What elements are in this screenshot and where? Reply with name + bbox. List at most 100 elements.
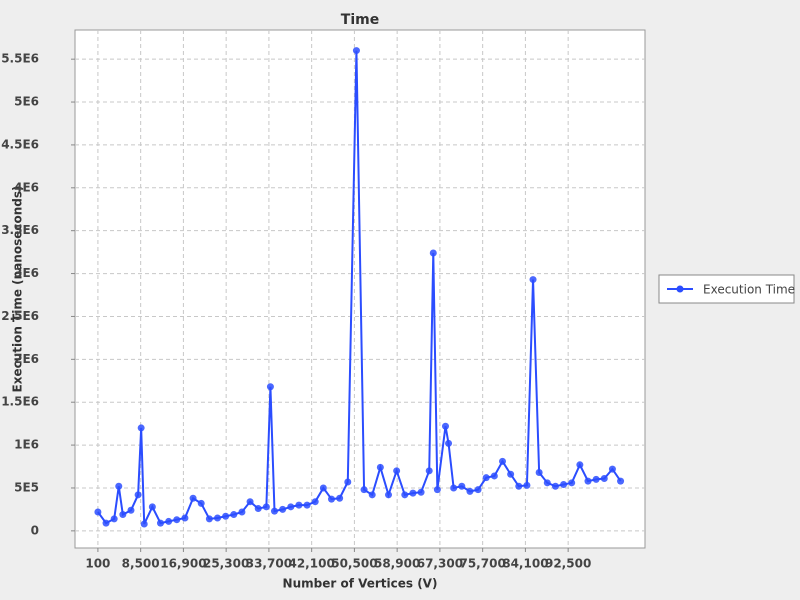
data-point — [535, 469, 543, 477]
data-point — [140, 520, 148, 528]
data-point — [450, 484, 458, 492]
data-point — [445, 439, 453, 447]
data-point — [600, 475, 608, 483]
data-point — [576, 461, 584, 469]
y-tick-label: 0 — [31, 523, 39, 537]
data-point — [429, 249, 437, 257]
x-tick-label: 25,300 — [203, 557, 249, 571]
data-point — [385, 491, 392, 499]
y-tick-label: 4.5E6 — [1, 137, 39, 151]
data-point — [134, 491, 142, 499]
data-point — [368, 491, 376, 499]
data-point — [287, 503, 295, 511]
data-point — [352, 47, 360, 55]
data-point — [344, 478, 352, 486]
data-point — [148, 503, 156, 511]
y-tick-label: 2.5E6 — [1, 309, 39, 323]
data-point — [157, 519, 164, 527]
data-point — [102, 519, 110, 527]
data-point — [137, 424, 145, 432]
data-point — [197, 499, 205, 507]
x-tick-label: 84,100 — [502, 557, 548, 571]
data-point — [230, 511, 238, 519]
legend: Execution Time — [658, 274, 795, 304]
data-point — [279, 505, 287, 513]
data-point — [417, 488, 425, 496]
data-point — [560, 481, 568, 489]
data-point — [189, 494, 197, 502]
y-tick-label: 5E6 — [14, 95, 39, 109]
data-point — [393, 467, 401, 475]
chart-title: Time — [341, 12, 379, 28]
y-tick-label: 3.5E6 — [1, 223, 39, 237]
x-tick-label: 42,100 — [288, 557, 334, 571]
data-point — [376, 463, 384, 471]
x-tick-label: 67,300 — [417, 557, 463, 571]
data-point — [401, 491, 409, 499]
y-tick-label: 3E6 — [14, 266, 39, 280]
data-point — [254, 505, 262, 513]
data-point — [205, 515, 213, 523]
data-point — [608, 465, 616, 473]
data-point — [523, 481, 531, 489]
data-point — [433, 486, 441, 494]
data-point — [499, 457, 506, 465]
y-tick-label: 5.5E6 — [1, 52, 39, 66]
x-tick-label: 58,900 — [374, 557, 420, 571]
data-point — [115, 482, 123, 490]
data-point — [328, 495, 335, 503]
y-tick-label: 2E6 — [14, 352, 39, 366]
x-tick-label: 16,900 — [160, 557, 206, 571]
data-point — [319, 484, 327, 492]
data-point — [94, 508, 102, 516]
y-tick-label: 1.5E6 — [1, 395, 39, 409]
y-axis-label: Execution Time (nanoseconds) — [11, 186, 25, 393]
data-point — [214, 514, 221, 522]
data-point — [617, 477, 625, 485]
legend-marker — [676, 285, 684, 293]
legend-label: Execution Time — [703, 283, 795, 297]
data-point — [165, 517, 173, 525]
y-tick-label: 4E6 — [14, 180, 39, 194]
data-point — [458, 482, 466, 490]
data-point — [584, 477, 592, 485]
x-tick-label: 8,500 — [122, 557, 160, 571]
x-tick-label: 100 — [85, 557, 110, 571]
data-point — [246, 498, 254, 506]
data-point — [515, 482, 523, 490]
x-axis-label: Number of Vertices (V) — [283, 577, 438, 591]
data-point — [568, 479, 576, 487]
data-point — [360, 486, 368, 494]
y-tick-label: 5E5 — [14, 480, 39, 494]
data-point — [543, 479, 551, 487]
data-point — [311, 498, 319, 506]
data-point — [295, 501, 303, 509]
data-point — [127, 506, 135, 514]
data-point — [474, 486, 482, 494]
data-point — [490, 472, 498, 480]
data-point — [409, 489, 417, 497]
data-point — [592, 475, 600, 483]
data-point — [271, 507, 278, 515]
data-point — [507, 470, 515, 478]
data-point — [466, 487, 474, 495]
data-point — [551, 482, 559, 490]
data-point — [336, 494, 344, 502]
data-point — [303, 501, 311, 509]
y-tick-label: 1E6 — [14, 438, 39, 452]
data-point — [442, 422, 449, 430]
data-point — [425, 467, 433, 475]
data-point — [173, 516, 181, 524]
data-point — [181, 514, 189, 522]
x-tick-label: 50,500 — [331, 557, 377, 571]
data-point — [266, 383, 274, 391]
data-point — [119, 511, 127, 519]
x-tick-label: 92,500 — [545, 557, 591, 571]
data-point — [238, 508, 246, 516]
data-point — [262, 503, 270, 511]
data-point — [110, 515, 118, 523]
x-tick-label: 33,700 — [246, 557, 292, 571]
data-point — [529, 276, 537, 284]
data-point — [222, 512, 230, 520]
